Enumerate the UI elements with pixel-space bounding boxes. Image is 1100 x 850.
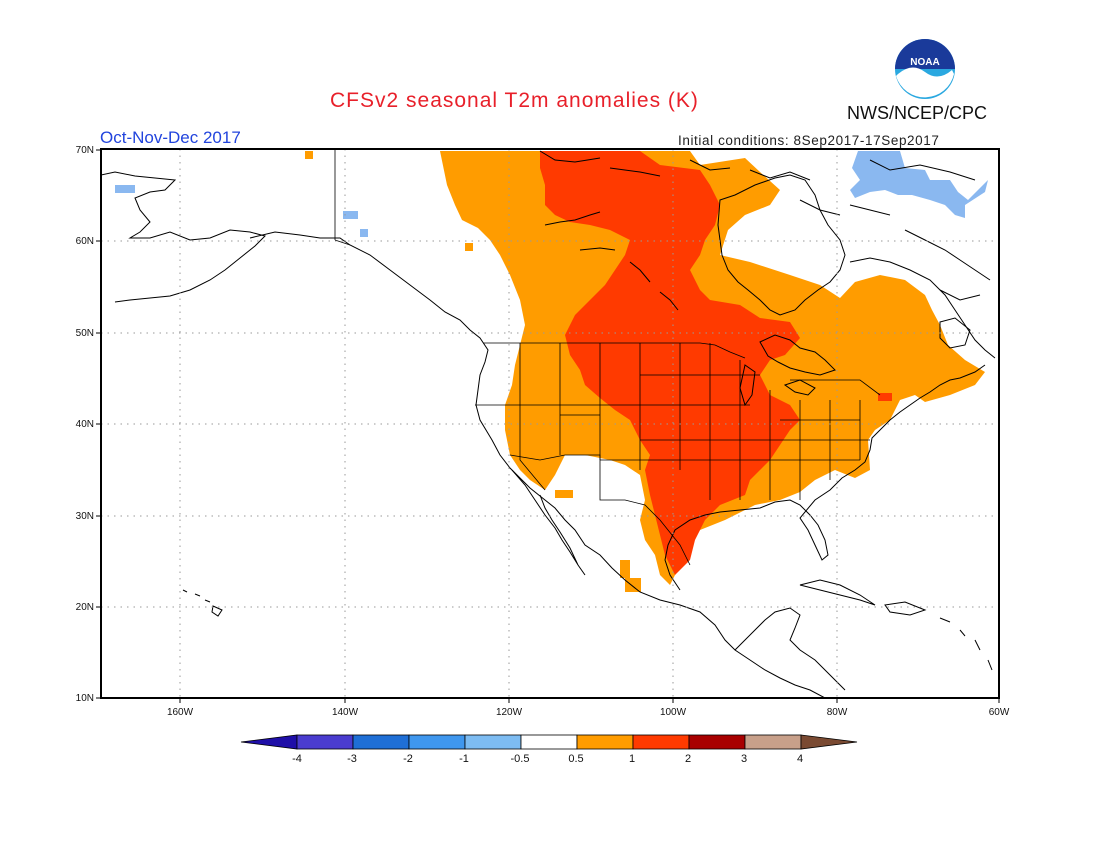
colorbar-arrow-low	[240, 734, 298, 750]
colorbar-tick-label: 3	[741, 753, 747, 765]
gulf-coastline	[664, 364, 986, 591]
colorbar-segment	[744, 734, 802, 750]
lat-label: 70N	[76, 145, 94, 156]
lon-label: 80W	[827, 707, 848, 718]
great-lakes	[739, 334, 836, 407]
colorbar-segment	[408, 734, 466, 750]
colorbar-tick-label: -3	[347, 753, 357, 765]
light-blue-patch	[360, 229, 368, 237]
colorbar-segment	[352, 734, 410, 750]
noaa-logo: NOAA	[895, 39, 955, 99]
graticule	[101, 149, 999, 698]
colorbar-tick-label: 0.5	[568, 753, 583, 765]
initial-conditions: Initial conditions: 8Sep2017-17Sep2017	[678, 133, 940, 148]
lat-label: 40N	[76, 419, 94, 430]
colorbar-labels: -4 -3 -2 -1 -0.5 0.5 1 2 3 4	[292, 753, 803, 765]
hudson-bay-coastline	[717, 174, 846, 316]
orange-patch	[555, 490, 573, 498]
lon-label: 100W	[660, 707, 687, 718]
us-mexico-border	[509, 454, 691, 566]
central-america-coastline	[734, 607, 846, 691]
canadian-lakes	[544, 211, 679, 311]
colorbar-tick-label: -0.5	[511, 753, 530, 765]
colorbar-segment	[464, 734, 522, 750]
axis-ticks	[96, 149, 1000, 703]
light-blue-patch	[115, 185, 135, 193]
lon-label: 120W	[496, 707, 523, 718]
agency-label: NWS/NCEP/CPC	[847, 103, 988, 123]
lat-label: 10N	[76, 693, 94, 704]
colorbar-segment	[632, 734, 690, 750]
colorbar-tick-label: 4	[797, 753, 803, 765]
orange-patch	[465, 243, 473, 251]
colorbar-segment	[520, 734, 578, 750]
colorbar-tick-label: -4	[292, 753, 302, 765]
colorbar-tick-label: -2	[403, 753, 413, 765]
lon-label: 160W	[167, 707, 194, 718]
orange-patch	[625, 578, 641, 592]
orange-patch	[620, 560, 630, 578]
lat-label: 60N	[76, 236, 94, 247]
lat-label: 30N	[76, 511, 94, 522]
hawaii	[182, 589, 223, 617]
lat-label: 20N	[76, 602, 94, 613]
political-borders	[334, 150, 881, 566]
orange-patch	[305, 151, 313, 159]
lon-label: 140W	[332, 707, 359, 718]
colorbar-segment	[576, 734, 634, 750]
colorbar-segment	[688, 734, 746, 750]
us-state-lines	[475, 343, 881, 500]
colorbar-tick-label: 1	[629, 753, 635, 765]
colorbar-arrow-high	[800, 734, 858, 750]
lat-label: 50N	[76, 328, 94, 339]
colorbar-tick-label: -1	[459, 753, 469, 765]
light-blue-patch	[343, 211, 358, 219]
svg-text:NOAA: NOAA	[910, 57, 939, 68]
chart-title: CFSv2 seasonal T2m anomalies (K)	[330, 89, 699, 112]
arctic-islands	[539, 150, 991, 301]
baja-coastline	[511, 469, 586, 576]
hispaniola-coastline	[884, 601, 927, 616]
newfoundland-coastline	[939, 317, 971, 349]
coastlines	[101, 150, 996, 698]
colorbar-segment	[296, 734, 354, 750]
caribbean-islands	[939, 617, 993, 671]
dark-red-patch	[878, 393, 892, 401]
colorbar-tick-label: 2	[685, 753, 691, 765]
alaska-coastline	[101, 171, 826, 698]
red-anomaly-region	[540, 151, 800, 575]
latitude-labels: 70N 60N 50N 40N 30N 20N 10N	[76, 145, 94, 704]
labrador-coastline	[849, 257, 996, 359]
colorbar-segments	[240, 734, 858, 750]
lon-label: 60W	[989, 707, 1010, 718]
cuba-coastline	[799, 579, 876, 606]
longitude-labels: 160W 140W 120W 100W 80W 60W	[167, 707, 1010, 718]
forecast-period: Oct-Nov-Dec 2017	[100, 128, 241, 147]
